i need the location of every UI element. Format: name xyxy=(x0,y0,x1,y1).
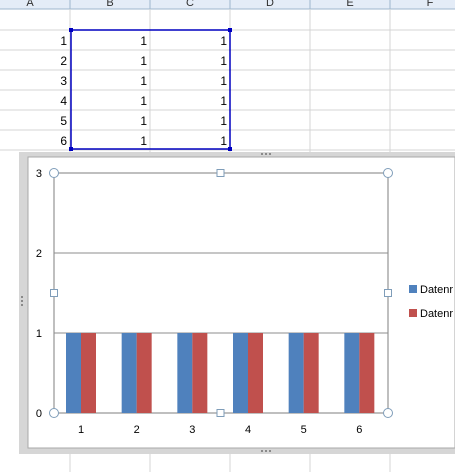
cell-c3[interactable]: 1 xyxy=(220,74,227,88)
bar-series-1-cat-5[interactable] xyxy=(288,333,304,413)
y-tick-label: 2 xyxy=(36,248,42,260)
column-header-f[interactable]: F xyxy=(427,0,434,9)
column-header-b[interactable]: B xyxy=(106,0,113,9)
cell-b2[interactable]: 1 xyxy=(140,54,147,68)
legend-swatch-series-2 xyxy=(409,309,417,317)
column-header-e[interactable]: E xyxy=(346,0,353,9)
legend-swatch-series-1 xyxy=(409,285,417,293)
range-handle-bottom-left[interactable] xyxy=(69,147,73,151)
y-gridlines xyxy=(54,252,388,334)
x-axis-tick-labels: 1 2 3 4 5 6 xyxy=(78,424,362,436)
frame-resize-grip-top[interactable] xyxy=(261,153,271,155)
cell-a6[interactable]: 6 xyxy=(60,134,67,148)
cell-b3[interactable]: 1 xyxy=(140,74,147,88)
bar-series-2-cat-2[interactable] xyxy=(136,333,152,413)
y-axis-tick-labels: 0 1 2 3 xyxy=(36,168,42,420)
cell-a1[interactable]: 1 xyxy=(60,34,67,48)
bar-series-1-cat-2[interactable] xyxy=(121,333,137,413)
plot-handle-top-right[interactable] xyxy=(383,168,393,178)
cell-c6[interactable]: 1 xyxy=(220,134,227,148)
cell-b4[interactable]: 1 xyxy=(140,94,147,108)
cell-values: 1 1 1 2 1 1 3 1 1 4 1 1 5 1 1 6 1 1 xyxy=(60,34,227,148)
cell-a4[interactable]: 4 xyxy=(60,94,67,108)
data-range-selection[interactable] xyxy=(69,28,232,151)
legend-label-series-2: Datenr xyxy=(420,308,453,320)
column-header-bar: A B C D E F xyxy=(0,0,455,10)
cell-c2[interactable]: 1 xyxy=(220,54,227,68)
y-tick-label: 0 xyxy=(36,408,42,420)
cell-c1[interactable]: 1 xyxy=(220,34,227,48)
cell-a5[interactable]: 5 xyxy=(60,114,67,128)
y-tick-label: 1 xyxy=(36,328,42,340)
bar-series-1-cat-6[interactable] xyxy=(344,333,360,413)
plot-handle-top[interactable] xyxy=(216,169,225,177)
frame-resize-grip-bottom[interactable] xyxy=(261,450,271,452)
column-header-c[interactable]: C xyxy=(186,0,194,9)
plot-selection-handles[interactable] xyxy=(49,168,393,418)
bar-series-2-cat-4[interactable] xyxy=(248,333,263,413)
legend[interactable]: Datenr Datenr xyxy=(409,284,453,320)
frame-resize-grip-left[interactable] xyxy=(21,296,23,306)
plot-handle-bottom[interactable] xyxy=(216,409,225,417)
range-handle-top-left[interactable] xyxy=(69,28,73,32)
cell-a2[interactable]: 2 xyxy=(60,54,67,68)
embedded-chart[interactable]: 0 1 2 3 1 2 3 4 5 6 Datenr Datenr xyxy=(19,152,455,454)
cell-b5[interactable]: 1 xyxy=(140,114,147,128)
cell-a3[interactable]: 3 xyxy=(60,74,67,88)
bar-series-2-cat-6[interactable] xyxy=(359,333,375,413)
x-tick-label: 4 xyxy=(245,424,251,436)
plot-handle-bottom-right[interactable] xyxy=(383,408,393,418)
cell-b1[interactable]: 1 xyxy=(140,34,147,48)
bar-series-1-cat-1[interactable] xyxy=(66,333,81,413)
plot-handle-top-left[interactable] xyxy=(49,168,59,178)
plot-handle-right[interactable] xyxy=(384,289,392,297)
bar-series-2-cat-3[interactable] xyxy=(192,333,208,413)
plot-handle-bottom-left[interactable] xyxy=(49,408,59,418)
plot-area[interactable]: 0 1 2 3 1 2 3 4 5 6 xyxy=(36,168,389,436)
x-tick-label: 5 xyxy=(301,424,307,436)
bar-series-2-cat-1[interactable] xyxy=(81,333,96,413)
cell-c5[interactable]: 1 xyxy=(220,114,227,128)
cell-b6[interactable]: 1 xyxy=(140,134,147,148)
bar-series-1-cat-4[interactable] xyxy=(233,333,248,413)
legend-entry-series-2[interactable]: Datenr xyxy=(409,308,453,320)
plot-area-border xyxy=(53,172,389,414)
cell-c4[interactable]: 1 xyxy=(220,94,227,108)
x-tick-label: 1 xyxy=(78,424,84,436)
range-handle-top-right[interactable] xyxy=(228,28,232,32)
column-header-d[interactable]: D xyxy=(266,0,274,9)
legend-entry-series-1[interactable]: Datenr xyxy=(409,284,453,296)
y-tick-label: 3 xyxy=(36,168,42,180)
bar-series xyxy=(66,333,375,413)
range-handle-bottom-right[interactable] xyxy=(228,147,232,151)
x-tick-label: 6 xyxy=(356,424,362,436)
x-tick-label: 3 xyxy=(189,424,195,436)
bar-series-2-cat-5[interactable] xyxy=(303,333,319,413)
column-header-a[interactable]: A xyxy=(26,0,34,9)
plot-handle-left[interactable] xyxy=(50,289,58,297)
bar-series-1-cat-3[interactable] xyxy=(177,333,193,413)
x-tick-label: 2 xyxy=(134,424,140,436)
legend-label-series-1: Datenr xyxy=(420,284,453,296)
